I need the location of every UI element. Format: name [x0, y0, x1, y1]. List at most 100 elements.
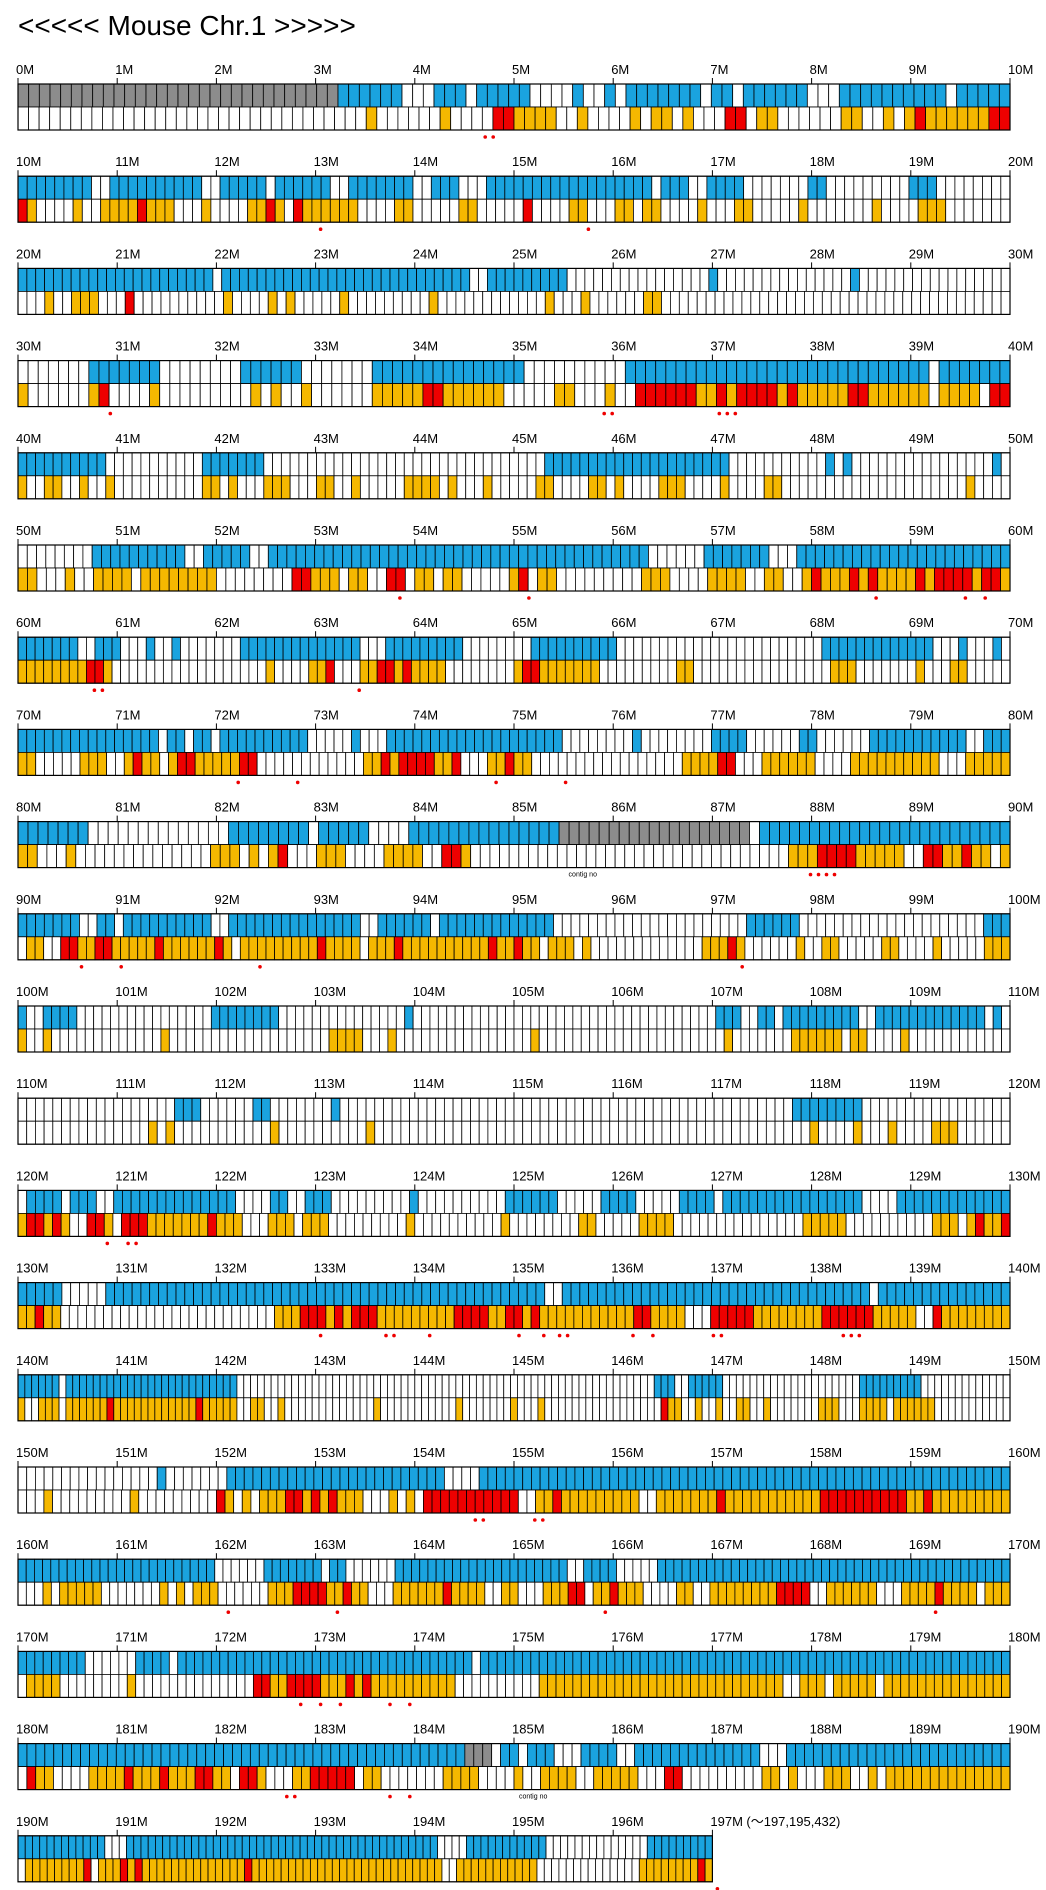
tick-label: 2M — [214, 62, 232, 77]
empty-cell — [825, 198, 836, 223]
clone-cell — [864, 636, 874, 661]
clone-cell — [304, 544, 316, 569]
clone-cell — [599, 636, 609, 661]
clone-cell — [850, 267, 860, 292]
clone-cell — [948, 1190, 959, 1214]
clone-cell — [220, 1835, 229, 1860]
empty-cell — [378, 1558, 388, 1583]
empty-cell — [179, 360, 191, 385]
marker-cell — [705, 383, 717, 408]
marker-cell — [92, 1397, 101, 1422]
empty-cell — [606, 1028, 616, 1053]
empty-cell — [711, 913, 721, 938]
marker-cell — [914, 1489, 925, 1514]
clone-cell — [245, 1282, 256, 1306]
marker-cell — [522, 1305, 532, 1329]
clone-cell — [925, 1005, 935, 1030]
empty-cell — [139, 1097, 149, 1122]
empty-cell — [783, 1397, 792, 1422]
empty-cell — [566, 1558, 576, 1583]
marker-cell — [467, 1581, 477, 1606]
clone-cell — [130, 1190, 141, 1214]
empty-cell — [928, 360, 940, 385]
clone-cell — [106, 1374, 115, 1399]
clone-cell — [992, 1190, 1002, 1214]
clone-cell — [786, 360, 798, 385]
clone-cell — [351, 729, 361, 753]
marker-cell — [859, 752, 869, 776]
empty-cell — [359, 452, 370, 477]
hit-dot — [92, 688, 97, 692]
clone-cell — [52, 913, 63, 938]
empty-cell — [781, 452, 791, 477]
empty-cell — [448, 1374, 457, 1399]
empty-cell — [217, 1581, 227, 1606]
empty-cell — [388, 821, 400, 845]
marker-cell — [383, 1858, 392, 1883]
empty-cell — [192, 198, 203, 223]
marker-cell — [103, 1213, 114, 1237]
empty-cell — [639, 1005, 649, 1030]
clone-cell — [668, 83, 680, 108]
clone-cell — [274, 636, 284, 661]
clone-cell — [589, 1743, 600, 1767]
empty-cell — [238, 1558, 248, 1583]
tick-label: 11M — [115, 154, 139, 169]
empty-cell — [504, 1097, 515, 1122]
hit-cell — [362, 1674, 372, 1698]
empty-cell — [78, 360, 90, 385]
clone-cell — [473, 1835, 482, 1860]
clone-cell — [115, 267, 125, 292]
empty-cell — [17, 1766, 28, 1790]
empty-cell — [130, 1097, 141, 1122]
empty-cell — [749, 1374, 758, 1399]
empty-cell — [489, 567, 501, 592]
clone-cell — [299, 1835, 308, 1860]
clone-cell — [531, 1190, 541, 1214]
empty-cell — [190, 844, 202, 868]
empty-cell — [241, 290, 251, 315]
marker-cell — [172, 1213, 183, 1237]
marker-cell — [383, 844, 395, 868]
marker-cell — [921, 752, 931, 776]
empty-cell — [82, 544, 93, 569]
empty-cell — [531, 752, 541, 776]
clone-cell — [974, 1282, 985, 1306]
clone-cell — [714, 1743, 725, 1767]
marker-cell — [393, 1305, 404, 1329]
marker-cell — [676, 475, 686, 500]
empty-cell — [757, 1028, 767, 1053]
marker-cell — [27, 844, 38, 868]
clone-cell — [261, 1097, 271, 1122]
clone-cell — [131, 729, 142, 753]
empty-cell — [463, 1005, 473, 1030]
empty-cell — [496, 1097, 506, 1122]
clone-cell — [162, 1835, 171, 1860]
empty-cell — [214, 1305, 224, 1329]
empty-cell — [487, 1120, 497, 1145]
clone-cell — [429, 1651, 439, 1675]
empty-cell — [184, 1581, 194, 1606]
empty-cell — [190, 1489, 200, 1514]
empty-cell — [431, 844, 443, 868]
marker-cell — [809, 1120, 819, 1145]
empty-cell — [104, 1190, 115, 1214]
empty-cell — [551, 1397, 559, 1422]
empty-cell — [814, 1766, 825, 1790]
clone-cell — [499, 544, 510, 569]
marker-cell — [207, 1858, 216, 1883]
empty-cell — [290, 383, 302, 408]
tick-label: 66M — [611, 615, 636, 630]
empty-cell — [291, 106, 304, 131]
empty-cell — [732, 1028, 742, 1053]
empty-cell — [113, 1097, 123, 1122]
empty-cell — [440, 198, 451, 223]
empty-cell — [929, 267, 940, 292]
empty-cell — [387, 1005, 397, 1030]
hit-cell — [474, 1489, 485, 1514]
marker-cell — [337, 1028, 347, 1053]
empty-cell — [947, 752, 958, 776]
tick-label: 104M — [413, 984, 446, 999]
clone-cell — [288, 821, 299, 845]
empty-cell — [293, 1213, 304, 1237]
